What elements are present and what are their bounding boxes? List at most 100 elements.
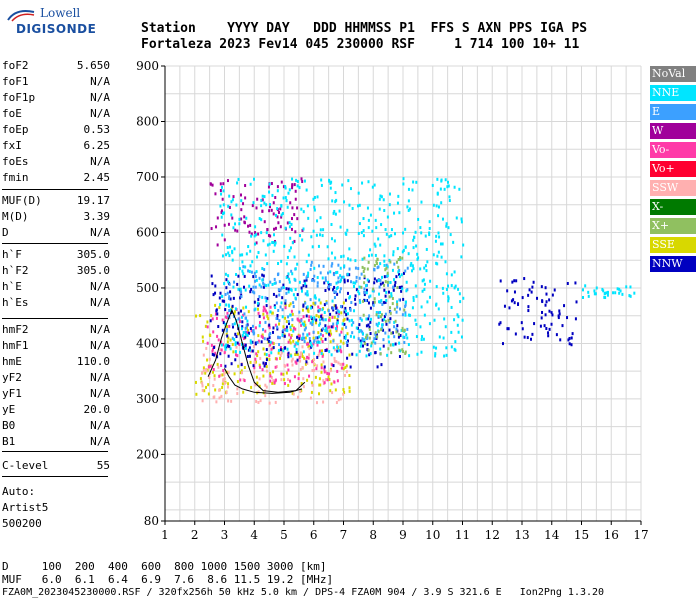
echo-point-nne <box>265 203 268 207</box>
echo-point-e <box>393 325 396 329</box>
echo-point-nnw <box>348 273 351 277</box>
echo-point-nne <box>387 335 390 339</box>
echo-point-sse <box>202 366 205 370</box>
echo-point-vo- <box>286 363 289 367</box>
echo-point-nne <box>245 216 248 220</box>
echo-point-e <box>395 310 398 314</box>
echo-point-nne <box>280 204 283 208</box>
echo-point-nne <box>316 195 319 199</box>
echo-point-nne <box>241 260 244 264</box>
echo-point-nne <box>428 231 431 235</box>
echo-point-vo- <box>337 312 340 316</box>
echo-point-sse <box>271 381 274 385</box>
echo-point-vo- <box>254 326 257 330</box>
echo-point-nne <box>428 227 431 231</box>
param-name: fmin <box>2 171 29 184</box>
echo-point-ssw <box>324 370 327 374</box>
echo-point-sse <box>247 328 250 332</box>
echo-point-e <box>332 306 335 310</box>
echo-point-nne <box>221 233 224 237</box>
echo-point-x- <box>384 319 387 323</box>
param-divider <box>2 189 108 190</box>
echo-point-nne <box>633 291 636 295</box>
echo-point-nnw <box>234 358 237 362</box>
echo-point-x- <box>362 313 365 317</box>
echo-point-nnw <box>346 279 349 283</box>
echo-point-nne <box>250 234 253 238</box>
echo-point-nne <box>614 291 617 295</box>
echo-point-vo- <box>211 349 214 353</box>
echo-point-ssw <box>253 360 256 364</box>
param-name: h`F <box>2 248 22 261</box>
echo-point-nnw <box>258 314 261 318</box>
echo-point-nnw <box>365 324 368 328</box>
echo-point-nnw <box>273 304 276 308</box>
echo-point-nne <box>441 286 444 290</box>
echo-point-vo- <box>212 368 215 372</box>
echo-point-w <box>267 233 270 237</box>
echo-point-ssw <box>208 357 211 361</box>
echo-point-nne <box>220 343 223 347</box>
echo-point-vo- <box>262 305 265 309</box>
echo-point-nne <box>441 217 444 221</box>
echo-point-ssw <box>218 388 221 392</box>
echo-point-e <box>375 322 378 326</box>
x-tick-label: 7 <box>340 528 348 542</box>
echo-point-nne <box>253 234 256 238</box>
echo-point-nne <box>379 310 382 314</box>
echo-point-nnw <box>300 286 303 290</box>
echo-point-e <box>354 266 357 270</box>
echo-point-nne <box>584 284 587 288</box>
echo-point-e <box>357 337 360 341</box>
param-row: foEs N/A <box>2 154 110 170</box>
echo-point-ssw <box>302 377 305 381</box>
echo-point-nne <box>310 306 313 310</box>
echo-point-nnw <box>321 317 324 321</box>
echo-point-sse <box>300 382 303 386</box>
echo-point-e <box>366 283 369 287</box>
echo-point-nnw <box>214 284 217 288</box>
echo-point-nne <box>234 307 237 311</box>
echo-point-x- <box>401 348 404 352</box>
echo-point-nne <box>378 207 381 211</box>
param-row: yF2 N/A <box>2 370 110 386</box>
echo-point-nne <box>453 318 456 322</box>
param-row: D N/A <box>2 225 110 241</box>
echo-point-x- <box>367 348 370 352</box>
echo-point-vo- <box>262 316 265 320</box>
echo-point-nnw <box>296 358 299 362</box>
echo-point-vo- <box>318 349 321 353</box>
echo-point-nnw <box>285 287 288 291</box>
echo-point-nnw <box>329 312 332 316</box>
echo-point-nne <box>265 353 268 357</box>
echo-point-ssw <box>265 385 268 389</box>
echo-point-vo- <box>292 327 295 331</box>
echo-point-nne <box>412 180 415 184</box>
echo-point-nne <box>274 241 277 245</box>
echo-point-nne <box>365 317 368 321</box>
echo-point-nnw <box>533 322 536 326</box>
echo-point-vo- <box>290 309 293 313</box>
echo-point-e <box>404 304 407 308</box>
echo-point-ssw <box>334 348 337 352</box>
echo-point-nne <box>304 282 307 286</box>
echo-point-nne <box>411 306 414 310</box>
echo-point-nnw <box>253 300 256 304</box>
echo-point-nnw <box>324 324 327 328</box>
echo-point-e <box>337 276 340 280</box>
echo-point-w <box>243 220 246 224</box>
echo-point-e <box>275 317 278 321</box>
echo-point-nne <box>386 353 389 357</box>
echo-point-nnw <box>551 313 554 317</box>
echo-point-nne <box>261 295 264 299</box>
param-row: foF1 N/A <box>2 74 110 90</box>
echo-point-vo- <box>257 339 260 343</box>
echo-point-w <box>274 226 277 230</box>
echo-point-vo- <box>216 334 219 338</box>
echo-point-nne <box>225 253 228 257</box>
echo-point-nnw <box>225 345 228 349</box>
echo-point-nnw <box>358 323 361 327</box>
echo-point-e <box>273 277 276 281</box>
echo-point-vo- <box>223 351 226 355</box>
echo-point-sse <box>289 328 292 332</box>
